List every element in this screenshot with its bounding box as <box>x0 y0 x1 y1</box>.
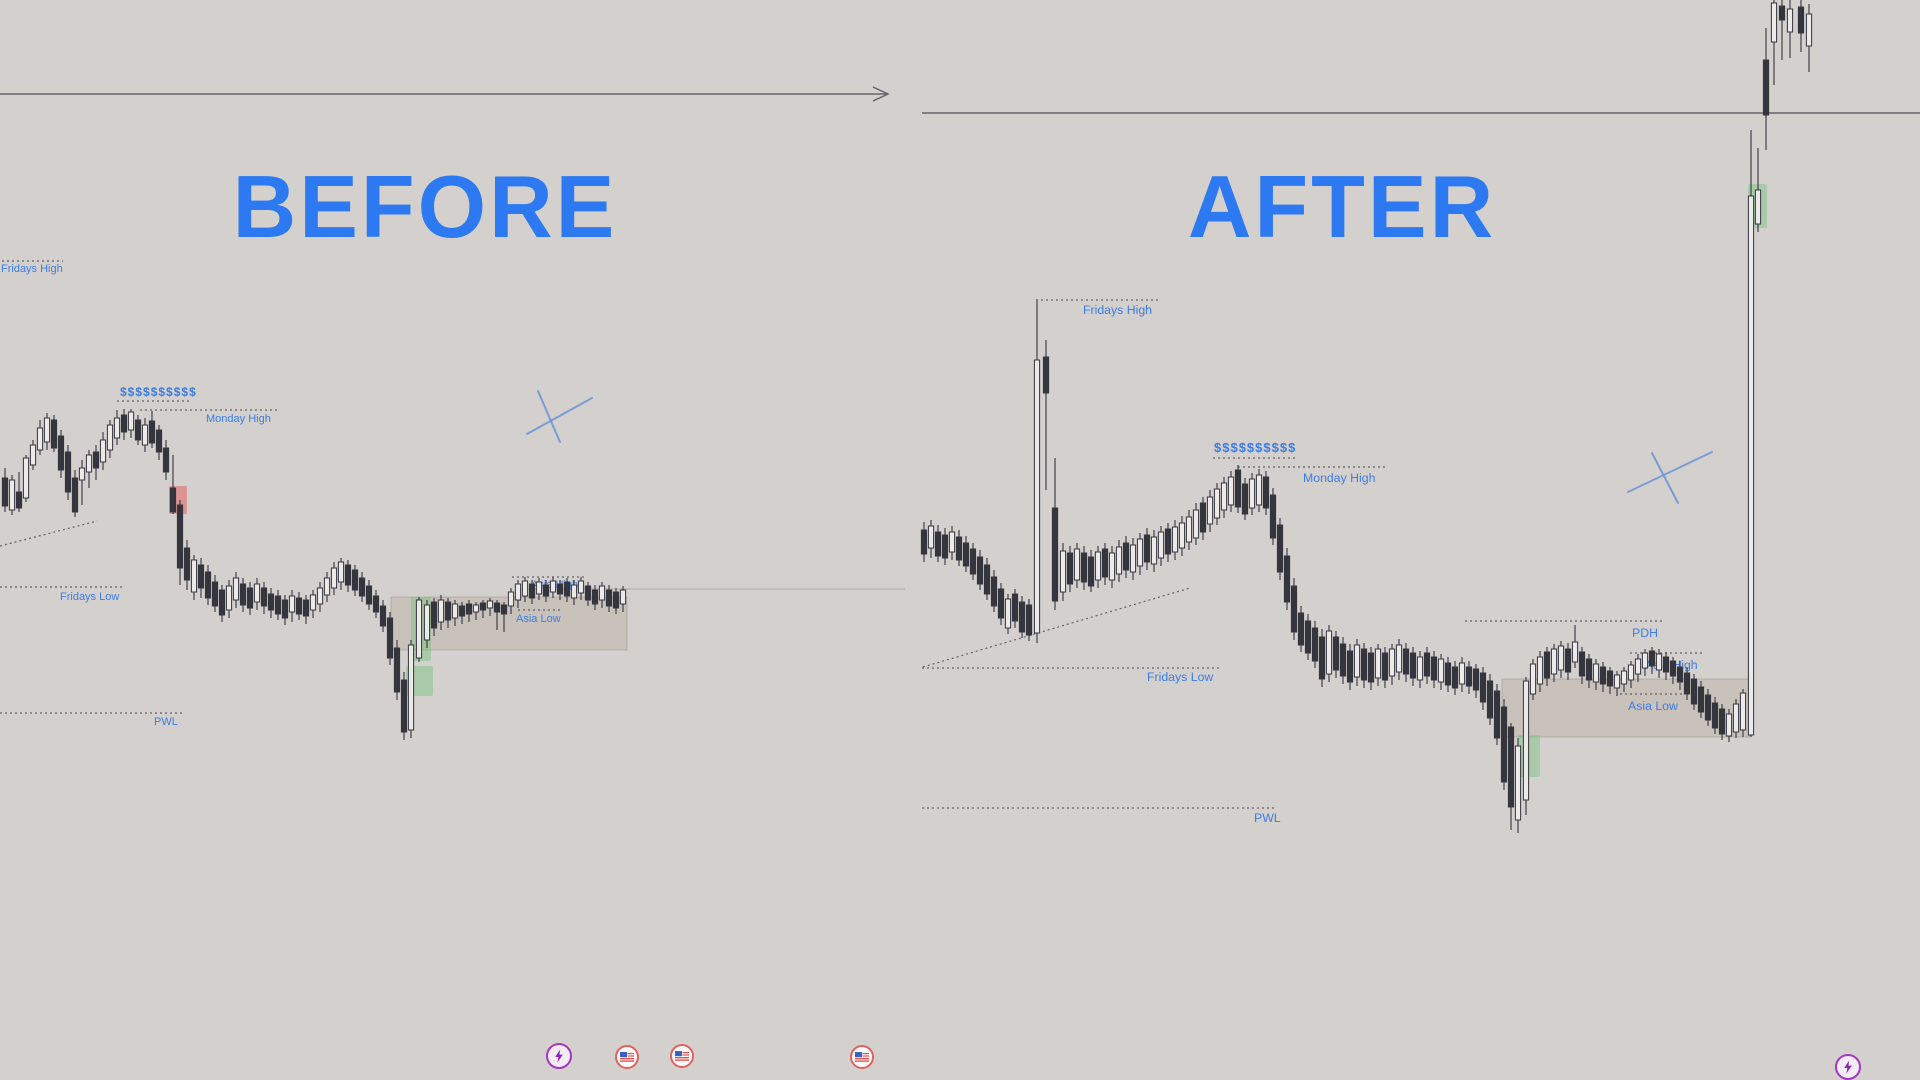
flag-icon <box>620 1051 634 1062</box>
level-label-fridays-high-after: Fridays High <box>1083 303 1153 317</box>
level-label-fridays-high-before: Fridays High <box>1 263 63 275</box>
after-title: AFTER <box>1187 157 1497 256</box>
level-label-asia-low-after: Asia Low <box>1628 699 1678 713</box>
level-label-fridays-low-after: Fridays Low <box>1147 670 1214 684</box>
level-label-pwl-after: PWL <box>1254 811 1281 825</box>
lightning-bolt-icon <box>1844 1060 1852 1074</box>
flag-icon <box>855 1051 869 1062</box>
level-label-monday-high-after: Monday High <box>1303 471 1376 485</box>
lightning-event-icon[interactable] <box>1835 1054 1861 1080</box>
level-label-dollars-after: $$$$$$$$$$ <box>1214 440 1297 455</box>
level-label-dollars-before: $$$$$$$$$$ <box>120 385 197 399</box>
us-flag-event-icon[interactable] <box>850 1045 874 1069</box>
us-flag-event-icon[interactable] <box>670 1044 694 1068</box>
flag-icon <box>675 1050 689 1061</box>
lightning-bolt-icon <box>555 1049 563 1063</box>
level-label-fridays-low-before: Fridays Low <box>60 591 120 603</box>
us-flag-event-icon[interactable] <box>615 1045 639 1069</box>
lightning-event-icon[interactable] <box>546 1043 572 1069</box>
before-title: BEFORE <box>232 157 618 256</box>
level-label-monday-high-before: Monday High <box>206 413 271 425</box>
level-label-pwl-before: PWL <box>154 716 178 728</box>
level-label-pdh-after: PDH <box>1632 626 1658 640</box>
level-label-asia-low-before: Asia Low <box>516 613 561 625</box>
